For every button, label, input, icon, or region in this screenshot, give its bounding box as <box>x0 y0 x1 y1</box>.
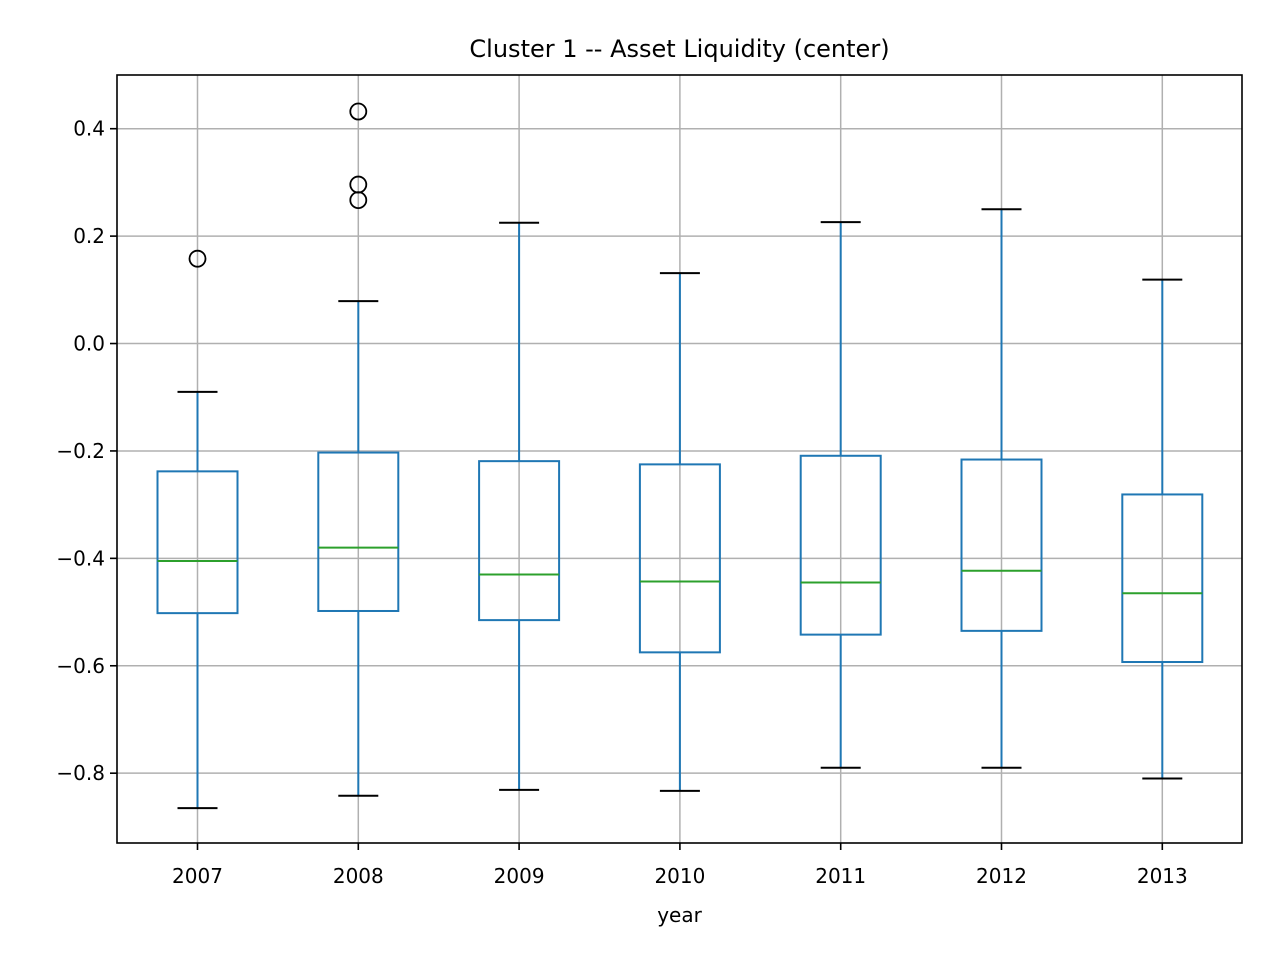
x-tick-label: 2009 <box>494 864 545 888</box>
outlier-point <box>349 102 368 121</box>
y-tick-label: 0.4 <box>73 117 105 141</box>
box-group-2007 <box>156 249 239 810</box>
y-axis: −0.8 −0.6 −0.4 −0.2 0.0 0.2 0.4 <box>56 117 117 785</box>
x-tick-label: 2011 <box>815 864 866 888</box>
iqr-box <box>638 463 721 654</box>
y-tick-label: −0.4 <box>56 546 105 570</box>
outlier-point <box>349 191 368 210</box>
y-tick-label: −0.6 <box>56 654 105 678</box>
y-tick-label: −0.8 <box>56 761 105 785</box>
y-tick-label: −0.2 <box>56 439 105 463</box>
iqr-box <box>1121 493 1204 664</box>
box-group-2009 <box>478 221 561 791</box>
x-tick-label: 2013 <box>1137 864 1188 888</box>
iqr-box <box>317 451 400 612</box>
y-tick-label: 0.0 <box>73 332 105 356</box>
iqr-box <box>478 460 561 622</box>
box-group-2008 <box>317 102 400 797</box>
iqr-box <box>799 454 882 636</box>
plot-frame <box>116 74 1243 844</box>
box-group-2010 <box>638 272 721 792</box>
y-tick-label: 0.2 <box>73 224 105 248</box>
box-group-2011 <box>799 221 882 769</box>
iqr-box <box>156 470 239 615</box>
x-tick-label: 2012 <box>976 864 1027 888</box>
iqr-box <box>960 458 1043 632</box>
boxes-layer <box>156 102 1204 810</box>
box-group-2012 <box>960 208 1043 769</box>
x-tick-label: 2010 <box>654 864 705 888</box>
x-tick-label: 2008 <box>333 864 384 888</box>
x-axis: 2007 2008 2009 2010 2011 2012 2013 <box>172 843 1188 888</box>
chart-title: Cluster 1 -- Asset Liquidity (center) <box>469 35 889 63</box>
box-group-2013 <box>1121 278 1204 780</box>
outlier-point <box>188 249 207 268</box>
x-tick-label: 2007 <box>172 864 223 888</box>
x-axis-label: year <box>657 903 702 927</box>
